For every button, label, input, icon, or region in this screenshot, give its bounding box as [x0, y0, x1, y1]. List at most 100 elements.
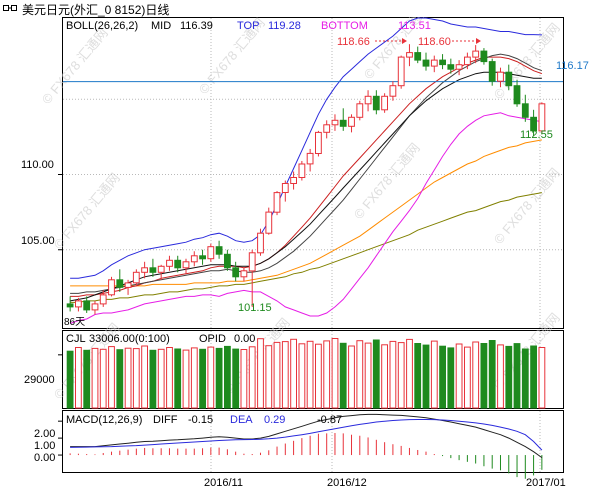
candle-down: [372, 95, 380, 111]
macd-indicator-name: MACD(12,26,9): [66, 414, 142, 426]
volume-bar: [323, 340, 331, 409]
candle-up: [207, 246, 215, 260]
candle-up: [472, 50, 480, 58]
candle-series: [66, 44, 546, 315]
candle-down: [116, 279, 124, 288]
candle-up: [331, 119, 339, 126]
volume-bar: [75, 347, 82, 409]
volume-bar: [273, 341, 281, 409]
volume-bar: [455, 343, 463, 409]
candle-up: [406, 52, 413, 58]
candle-up: [298, 163, 306, 178]
candle-down: [414, 52, 422, 61]
volume-bar: [257, 338, 264, 409]
period-label: 86天: [64, 317, 85, 328]
candle-down: [224, 253, 231, 269]
boll-top-line: [70, 17, 542, 279]
macd-y-tick-2: 2.00: [34, 428, 55, 440]
candle-up: [240, 270, 248, 278]
candle-up: [389, 85, 397, 97]
volume-bar: [488, 340, 496, 409]
candle-up: [166, 259, 173, 267]
candle-up: [323, 124, 331, 133]
volume-bar: [480, 343, 488, 409]
candle-down: [149, 267, 157, 273]
candle-down: [447, 64, 455, 70]
macd-histogram-value: -0.87: [317, 414, 342, 426]
candle-up: [397, 56, 405, 87]
volume-bar: [348, 345, 355, 409]
volume-bar: [108, 346, 115, 409]
volume-bar: [430, 340, 438, 409]
candle-down: [199, 255, 206, 260]
volume-bar: [190, 347, 198, 409]
candle-up: [455, 64, 463, 70]
volume-y-tick: 29000: [24, 374, 55, 386]
volume-bar: [372, 339, 380, 409]
candle-up: [124, 282, 132, 288]
volume-bar: [240, 349, 248, 409]
volume-bar: [182, 349, 190, 409]
candle-down: [521, 103, 529, 118]
candle-down: [439, 59, 447, 66]
volume-bar: [281, 341, 289, 409]
cjl-indicator-name: CJL: [66, 333, 86, 345]
volume-bar: [265, 345, 273, 409]
candle-up: [381, 95, 389, 111]
volume-bar: [298, 343, 306, 409]
boll-bottom-line: [69, 112, 542, 324]
callout-high-2-arrow: [452, 38, 481, 44]
candle-up: [290, 177, 298, 184]
callout-high-1-arrow: [375, 38, 407, 44]
volume-bar: [530, 345, 538, 409]
volume-bar: [464, 346, 471, 409]
x-label-nov: 2016/11: [204, 477, 243, 489]
ma-long-line: [70, 192, 542, 303]
volume-bar: [406, 338, 413, 409]
volume-bar: [207, 346, 215, 409]
callout-major-low: 101.15: [238, 302, 272, 314]
boll-bottom-value: 113.51: [398, 20, 431, 32]
candle-down: [83, 300, 91, 311]
candle-down: [513, 85, 521, 105]
macd-diff-label: DIFF: [153, 414, 178, 426]
x-label-dec: 2016/12: [327, 477, 367, 489]
candle-up: [348, 116, 355, 127]
volume-bar: [364, 342, 372, 409]
candle-up: [430, 59, 438, 67]
volume-bar: [389, 340, 397, 409]
volume-bar: [215, 347, 223, 409]
volume-bar: [199, 348, 206, 409]
callout-high-1: 118.66: [337, 36, 370, 48]
candle-up: [157, 265, 165, 273]
candle-up: [75, 300, 82, 308]
ma-mid-line: [70, 139, 542, 287]
window-title: 美元日元(外汇_0 8152)日线: [22, 3, 170, 17]
candle-down: [488, 61, 496, 82]
price-y-tick-105: 105.00: [21, 235, 55, 247]
callout-horizontal-level: 116.17: [556, 60, 589, 72]
callout-high-2: 118.60: [418, 36, 451, 48]
candle-up: [356, 103, 364, 118]
ma-black-line: [70, 53, 543, 294]
boll-bottom-label: BOTTOM: [321, 20, 368, 32]
volume-bar: [439, 345, 447, 409]
candle-up: [141, 267, 148, 273]
volume-bar: [422, 344, 430, 409]
price-y-tick-110: 110.00: [21, 159, 54, 171]
chart-canvas: © FX678 汇通网 © FX678 汇通网 © FX678 汇通网 © FX678…: [21, 17, 589, 489]
macd-diff-value: -0.15: [188, 414, 213, 426]
volume-bar: [414, 343, 422, 409]
candle-up: [248, 252, 256, 272]
volume-bar: [83, 349, 91, 409]
macd-y-tick-0: 0.00: [34, 452, 55, 464]
volume-bar: [132, 348, 140, 409]
candlestick-icon: [3, 5, 17, 11]
volume-bar: [356, 340, 364, 409]
candle-up: [538, 103, 546, 132]
candle-up: [306, 152, 314, 165]
volume-bar: [66, 350, 74, 409]
volume-bar: [315, 343, 322, 409]
macd-dea-value: 0.29: [264, 414, 285, 426]
candle-up: [265, 211, 273, 234]
